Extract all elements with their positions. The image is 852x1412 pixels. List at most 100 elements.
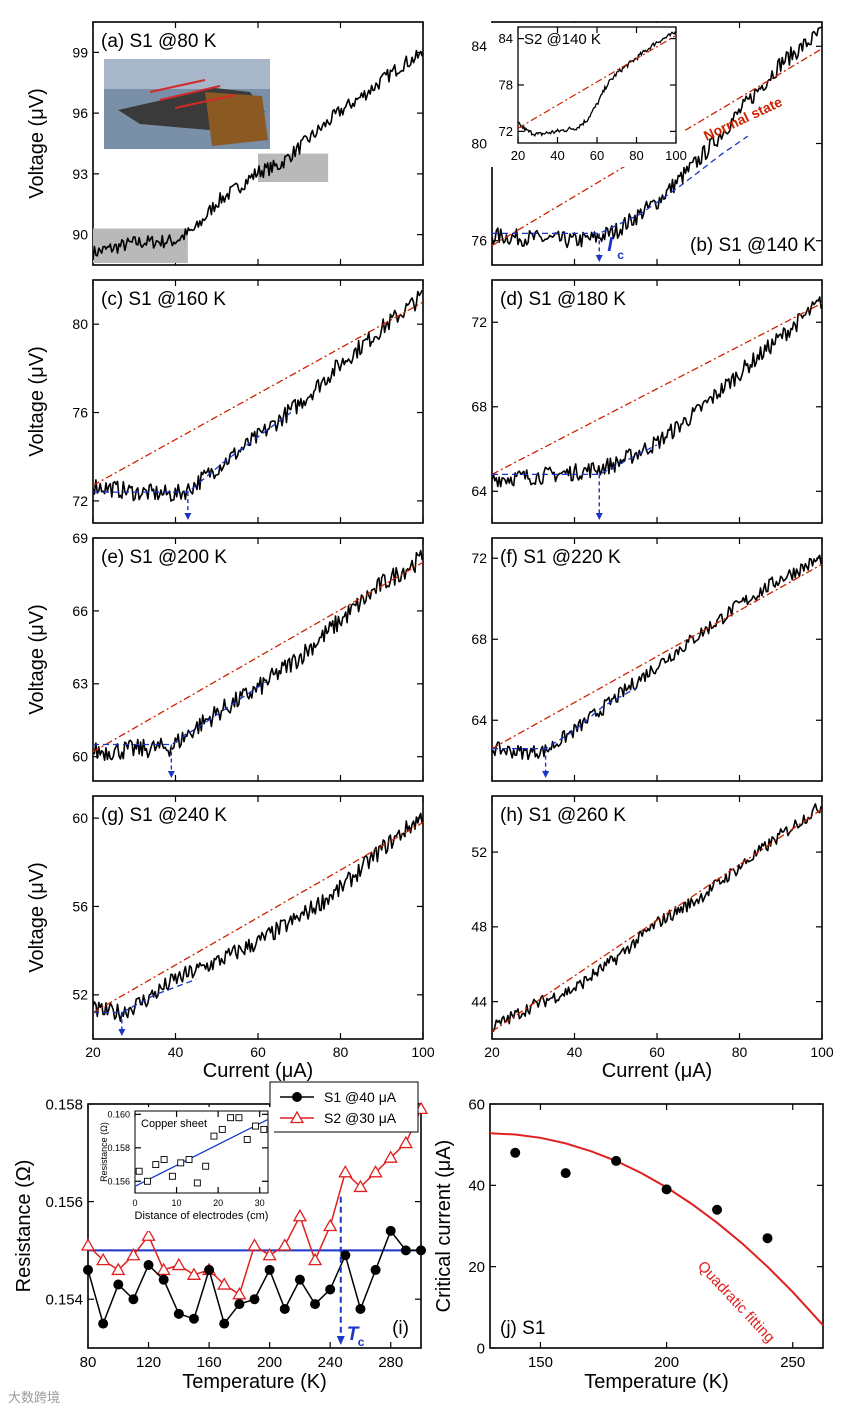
x-axis-title-g: Current (μA)	[203, 1060, 313, 1082]
y-tick-label-h: 52	[471, 844, 487, 860]
normal-state-line-e	[93, 561, 423, 753]
y-tick-label-c: 72	[72, 493, 88, 509]
plot-area-b	[492, 26, 822, 249]
x-tick-label-g: 60	[250, 1044, 266, 1060]
plot-frame-i	[87, 1103, 422, 1349]
y-tick-label-a: 99	[72, 44, 88, 60]
ic-label: I	[607, 234, 613, 256]
inset-copper-point	[227, 1114, 235, 1122]
normal-state-line-h	[492, 808, 822, 1033]
x-tick-label-i: 200	[257, 1354, 282, 1371]
y-tick-label-c: 76	[72, 404, 88, 420]
inset-copper-point	[160, 1156, 168, 1163]
x-tick-label-i-inset: 0	[132, 1198, 137, 1208]
s1-circle-point	[83, 1264, 93, 1275]
x-tick-label-i: 160	[197, 1354, 222, 1371]
s1-circle-point	[310, 1299, 321, 1310]
y-tick-label-e: 69	[72, 530, 88, 546]
ic-marker-arrow-e	[167, 771, 175, 778]
y-tick-label-i-inset: 0.156	[107, 1176, 130, 1186]
plot-frame-d	[491, 279, 823, 524]
ic-marker-arrow-b	[595, 255, 603, 262]
y-tick-label-i: 0.154	[45, 1291, 83, 1308]
s1-circle-point	[340, 1250, 351, 1261]
x-tick-label-b-inset: 100	[665, 148, 687, 163]
s1-circle-point	[294, 1274, 305, 1285]
s1-circle-point	[143, 1260, 154, 1271]
y-axis-title-i: Resistance (Ω)	[13, 1160, 35, 1293]
x-axis-title-h: Current (μA)	[602, 1060, 712, 1082]
s1-circle-point	[325, 1284, 336, 1295]
x-tick-label-i: 280	[378, 1354, 403, 1371]
normal-state-line-c	[93, 301, 423, 486]
y-tick-label-j: 20	[468, 1259, 485, 1276]
s1-circle-point	[370, 1264, 381, 1275]
y-tick-label-b: 84	[471, 38, 487, 54]
y-tick-label-g: 52	[72, 987, 88, 1003]
voltage-trace-d	[492, 296, 822, 488]
s2-triangle-point	[80, 1238, 96, 1251]
legend-s1-marker	[292, 1092, 302, 1102]
s1-circle-point	[355, 1303, 366, 1314]
normal-state-line-d	[492, 302, 822, 475]
s2-triangle-point	[262, 1247, 277, 1261]
inset-copper-point	[235, 1114, 243, 1122]
plot-area-g	[93, 812, 423, 1022]
inset-copper-xlabel: Distance of electrodes (cm)	[135, 1210, 269, 1222]
x-tick-label-i-inset: 30	[255, 1198, 265, 1208]
y-tick-label-j: 60	[468, 1096, 485, 1113]
s2-triangle-point	[126, 1247, 141, 1261]
s1-circle-point	[128, 1294, 139, 1305]
voltage-trace-e	[93, 549, 423, 761]
inset-copper-point	[135, 1167, 143, 1175]
fit-dashed-line-f	[492, 687, 637, 750]
legend-s1-label: S1 @40 μA	[324, 1089, 397, 1105]
s2-triangle-point	[96, 1252, 111, 1266]
y-tick-label-e: 63	[72, 676, 88, 692]
x-axis-title-i: Temperature (K)	[182, 1371, 327, 1393]
fit-dashed-line-e	[93, 680, 267, 746]
s2-triangle-point	[383, 1150, 398, 1163]
inset-copper-point	[168, 1172, 176, 1180]
s1-circle-point	[416, 1245, 426, 1256]
plot-area-c	[93, 289, 423, 502]
instrument-photo-wires	[149, 79, 236, 109]
y-tick-label-b-inset: 72	[499, 124, 513, 139]
s1-circle-point	[279, 1303, 290, 1314]
inset-copper-point	[185, 1156, 193, 1163]
x-tick-label-g: 100	[411, 1044, 435, 1060]
normal-state-line-f	[492, 563, 822, 750]
fit-dashed-line-b	[492, 135, 749, 235]
y-tick-label-f: 68	[471, 631, 487, 647]
x-tick-label-b-inset: 20	[511, 148, 525, 163]
inset-copper-point	[252, 1122, 259, 1130]
plot-frame-j	[489, 1103, 824, 1349]
x-tick-label-i-inset: 20	[213, 1198, 223, 1208]
voltage-trace-h	[492, 803, 822, 1032]
ic-label-subscript: c	[617, 248, 624, 262]
ic-marker-arrow-f	[542, 771, 550, 778]
ic-marker-arrow-g	[118, 1029, 126, 1036]
inset-voltage-trace	[518, 30, 676, 137]
s1-circle-point	[264, 1264, 275, 1275]
voltage-trace-g	[93, 812, 423, 1022]
plot-area-f	[492, 554, 822, 761]
x-tick-label-i: 120	[136, 1354, 161, 1371]
s1-circle-point	[234, 1299, 245, 1310]
inset-copper-point	[260, 1125, 268, 1133]
inset-copper-label: Copper sheet	[141, 1118, 207, 1130]
y-tick-label-a: 93	[72, 166, 88, 182]
critical-current-point	[560, 1168, 571, 1179]
s2-triangle-point	[307, 1252, 323, 1266]
y-tick-label-h: 44	[471, 994, 487, 1010]
x-tick-label-g: 20	[85, 1044, 101, 1060]
panel-label-h: (h) S1 @260 K	[500, 805, 626, 826]
s2-triangle-point	[156, 1262, 171, 1276]
panel-label-j: (j) S1	[500, 1318, 545, 1339]
y-tick-label-d: 68	[471, 399, 487, 415]
plot-area-a	[93, 49, 423, 263]
s1-circle-point	[173, 1308, 184, 1319]
critical-current-point	[762, 1233, 773, 1244]
x-tick-label-h: 80	[732, 1044, 748, 1060]
